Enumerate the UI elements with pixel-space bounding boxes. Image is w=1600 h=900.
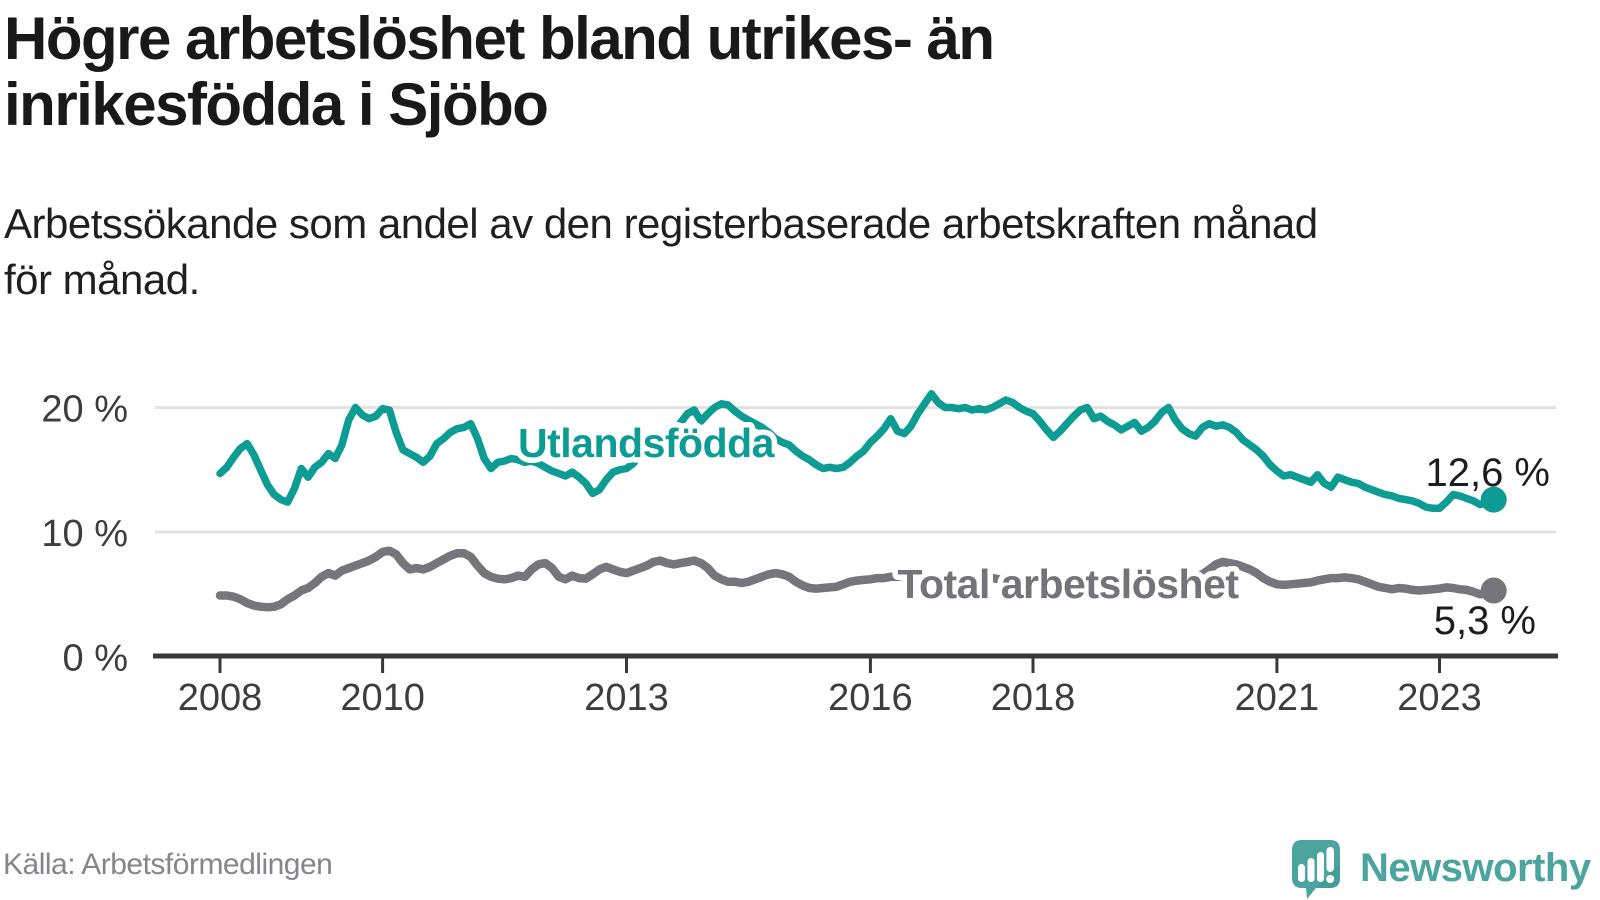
x-tick-label: 2013 bbox=[584, 677, 669, 719]
y-tick-label: 20 % bbox=[41, 389, 128, 431]
series-label-utlandsfodda: Utlandsfödda bbox=[518, 420, 776, 466]
source-note: Källa: Arbetsförmedlingen bbox=[3, 848, 333, 881]
x-tick-label: 2016 bbox=[828, 677, 913, 719]
newsworthy-logo: Newsworthy bbox=[1288, 836, 1600, 900]
chart-subtitle: Arbetssökande som andel av den registerb… bbox=[4, 196, 1564, 308]
chart-subtitle-line1: Arbetssökande som andel av den registerb… bbox=[4, 200, 1318, 247]
series-line-total-arbetsloshet bbox=[215, 546, 1498, 612]
x-tick-label: 2023 bbox=[1397, 677, 1482, 719]
exclamation-icon bbox=[1326, 847, 1335, 883]
chart-subtitle-line2: för månad. bbox=[4, 256, 200, 303]
x-axis: 2008 2010 2013 2016 2018 2021 2023 bbox=[153, 653, 1558, 719]
logo-wordmark: Newsworthy bbox=[1360, 846, 1591, 890]
x-tick-label: 2018 bbox=[991, 677, 1076, 719]
series-lines bbox=[215, 390, 1507, 612]
page-title-line2: inrikesfödda i Sjöbo bbox=[4, 71, 549, 138]
series-end-dot-utlandsfodda bbox=[1480, 486, 1507, 513]
header: Högre arbetslöshet bland utrikes- än inr… bbox=[4, 6, 1564, 138]
value-label-total-arbetsloshet: 5,3 % bbox=[1434, 599, 1536, 643]
speech-bubble-icon bbox=[1292, 840, 1340, 899]
y-tick-label: 0 % bbox=[63, 638, 128, 680]
page-title-line1: Högre arbetslöshet bland utrikes- än bbox=[4, 5, 995, 72]
page-title: Högre arbetslöshet bland utrikes- än inr… bbox=[4, 6, 1564, 138]
chart-labels: Utlandsfödda Total arbetslöshet 12,6 % 5… bbox=[513, 415, 1550, 644]
gridlines: 0 % 10 % 20 % bbox=[41, 389, 1556, 680]
x-tick-label: 2010 bbox=[340, 677, 425, 719]
series-end-dot-total-arbetsloshet bbox=[1480, 577, 1507, 604]
value-label-utlandsfodda: 12,6 % bbox=[1425, 451, 1550, 495]
bar-chart-icon bbox=[1298, 852, 1324, 882]
x-tick-label: 2008 bbox=[178, 677, 263, 719]
series-line-utlandsfodda bbox=[216, 390, 1498, 513]
series-label-total-arbetsloshet: Total arbetslöshet bbox=[897, 561, 1239, 607]
y-tick-label: 10 % bbox=[41, 513, 128, 555]
x-tick-label: 2021 bbox=[1235, 677, 1320, 719]
